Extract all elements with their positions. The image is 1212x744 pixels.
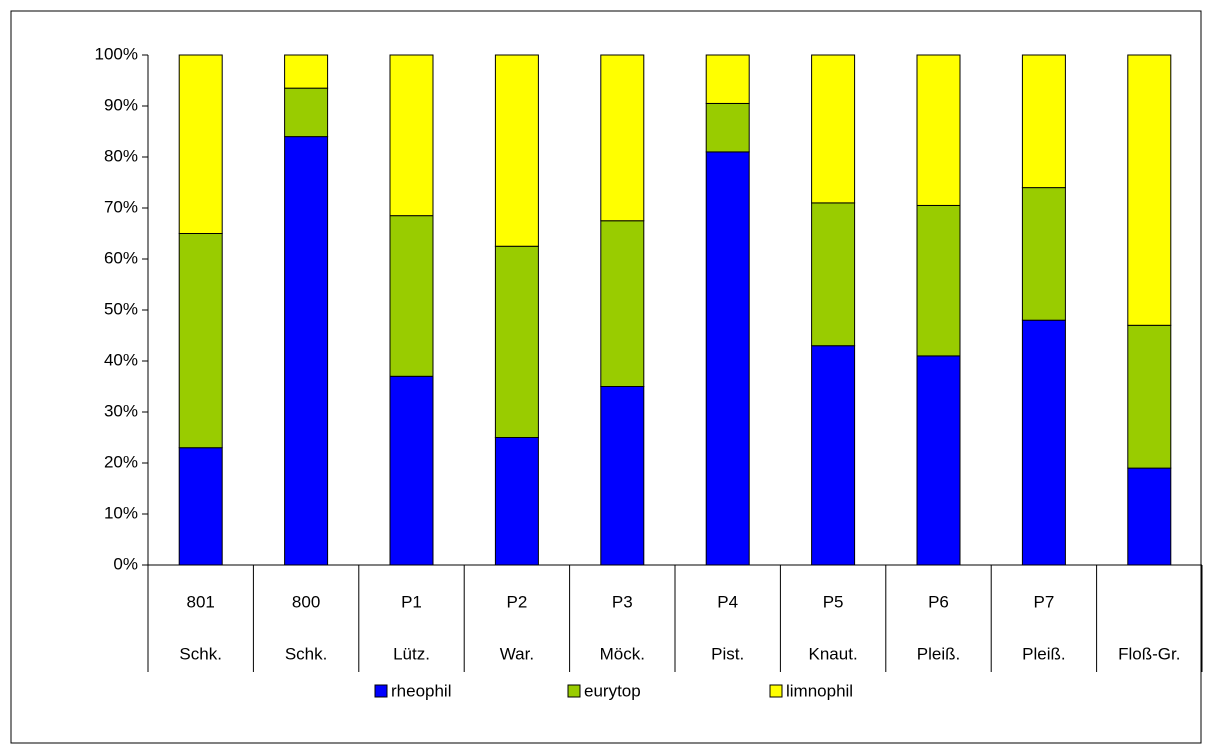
bar-segment <box>1127 54 1172 326</box>
bar-segment <box>600 386 645 566</box>
legend-swatch <box>769 684 783 698</box>
y-tick-label: 20% <box>104 452 138 471</box>
bar-segment <box>389 375 434 566</box>
x-subcategory-label: War. <box>500 644 534 663</box>
bar-segment <box>811 202 856 347</box>
x-subcategory-label: Pleiß. <box>917 644 960 663</box>
bar-segment <box>1021 319 1066 566</box>
bar-segment <box>705 102 750 153</box>
x-subcategory-label: Schk. <box>179 644 222 663</box>
bar-segment <box>705 151 750 566</box>
bar-segment <box>811 345 856 566</box>
bar-segment <box>916 54 961 206</box>
x-tick-label: 801 <box>187 592 215 611</box>
y-tick-label: 90% <box>104 95 138 114</box>
legend-label: eurytop <box>584 681 641 700</box>
bar-segment <box>178 447 223 566</box>
x-tick-label: P4 <box>717 592 738 611</box>
bar-segment <box>284 87 329 138</box>
y-tick-label: 100% <box>95 44 138 63</box>
x-subcategory-label: Knaut. <box>809 644 858 663</box>
x-tick-label: 800 <box>292 592 320 611</box>
y-tick-label: 0% <box>113 554 138 573</box>
bar-segment <box>494 245 539 438</box>
bar-segment <box>494 54 539 247</box>
x-subcategory-label: Lütz. <box>393 644 430 663</box>
bar-segment <box>284 136 329 566</box>
bar-segment <box>389 54 434 217</box>
bar-segment <box>1127 324 1172 469</box>
legend-swatch <box>374 684 388 698</box>
legend-swatch <box>567 684 581 698</box>
y-tick-label: 30% <box>104 401 138 420</box>
y-tick-label: 10% <box>104 503 138 522</box>
bar-segment <box>600 220 645 387</box>
bar-segment <box>811 54 856 204</box>
bar-segment <box>178 233 223 449</box>
bar-segment <box>705 54 750 104</box>
x-tick-label: P7 <box>1034 592 1055 611</box>
x-tick-label: P3 <box>612 592 633 611</box>
bar-segment <box>1021 187 1066 321</box>
x-tick-label: P2 <box>507 592 528 611</box>
y-tick-label: 50% <box>104 299 138 318</box>
y-tick-label: 80% <box>104 146 138 165</box>
bar-segment <box>389 215 434 377</box>
bar-segment <box>284 54 329 89</box>
y-tick-label: 70% <box>104 197 138 216</box>
bar-segment <box>494 437 539 566</box>
legend-label: rheophil <box>391 681 452 700</box>
bar-segment <box>916 355 961 566</box>
bar-segment <box>178 54 223 234</box>
y-tick-label: 40% <box>104 350 138 369</box>
x-subcategory-label: Pist. <box>711 644 744 663</box>
legend-label: limnophil <box>786 681 853 700</box>
bar-segment <box>1127 467 1172 566</box>
x-tick-label: P1 <box>401 592 422 611</box>
x-subcategory-label: Schk. <box>285 644 328 663</box>
x-tick-label: P6 <box>928 592 949 611</box>
x-subcategory-label: Pleiß. <box>1022 644 1065 663</box>
x-tick-label: P5 <box>823 592 844 611</box>
bar-segment <box>1021 54 1066 189</box>
x-subcategory-label: Möck. <box>600 644 645 663</box>
bar-segment <box>600 54 645 222</box>
x-subcategory-label: Floß-Gr. <box>1118 644 1180 663</box>
bar-segment <box>916 204 961 357</box>
y-tick-label: 60% <box>104 248 138 267</box>
